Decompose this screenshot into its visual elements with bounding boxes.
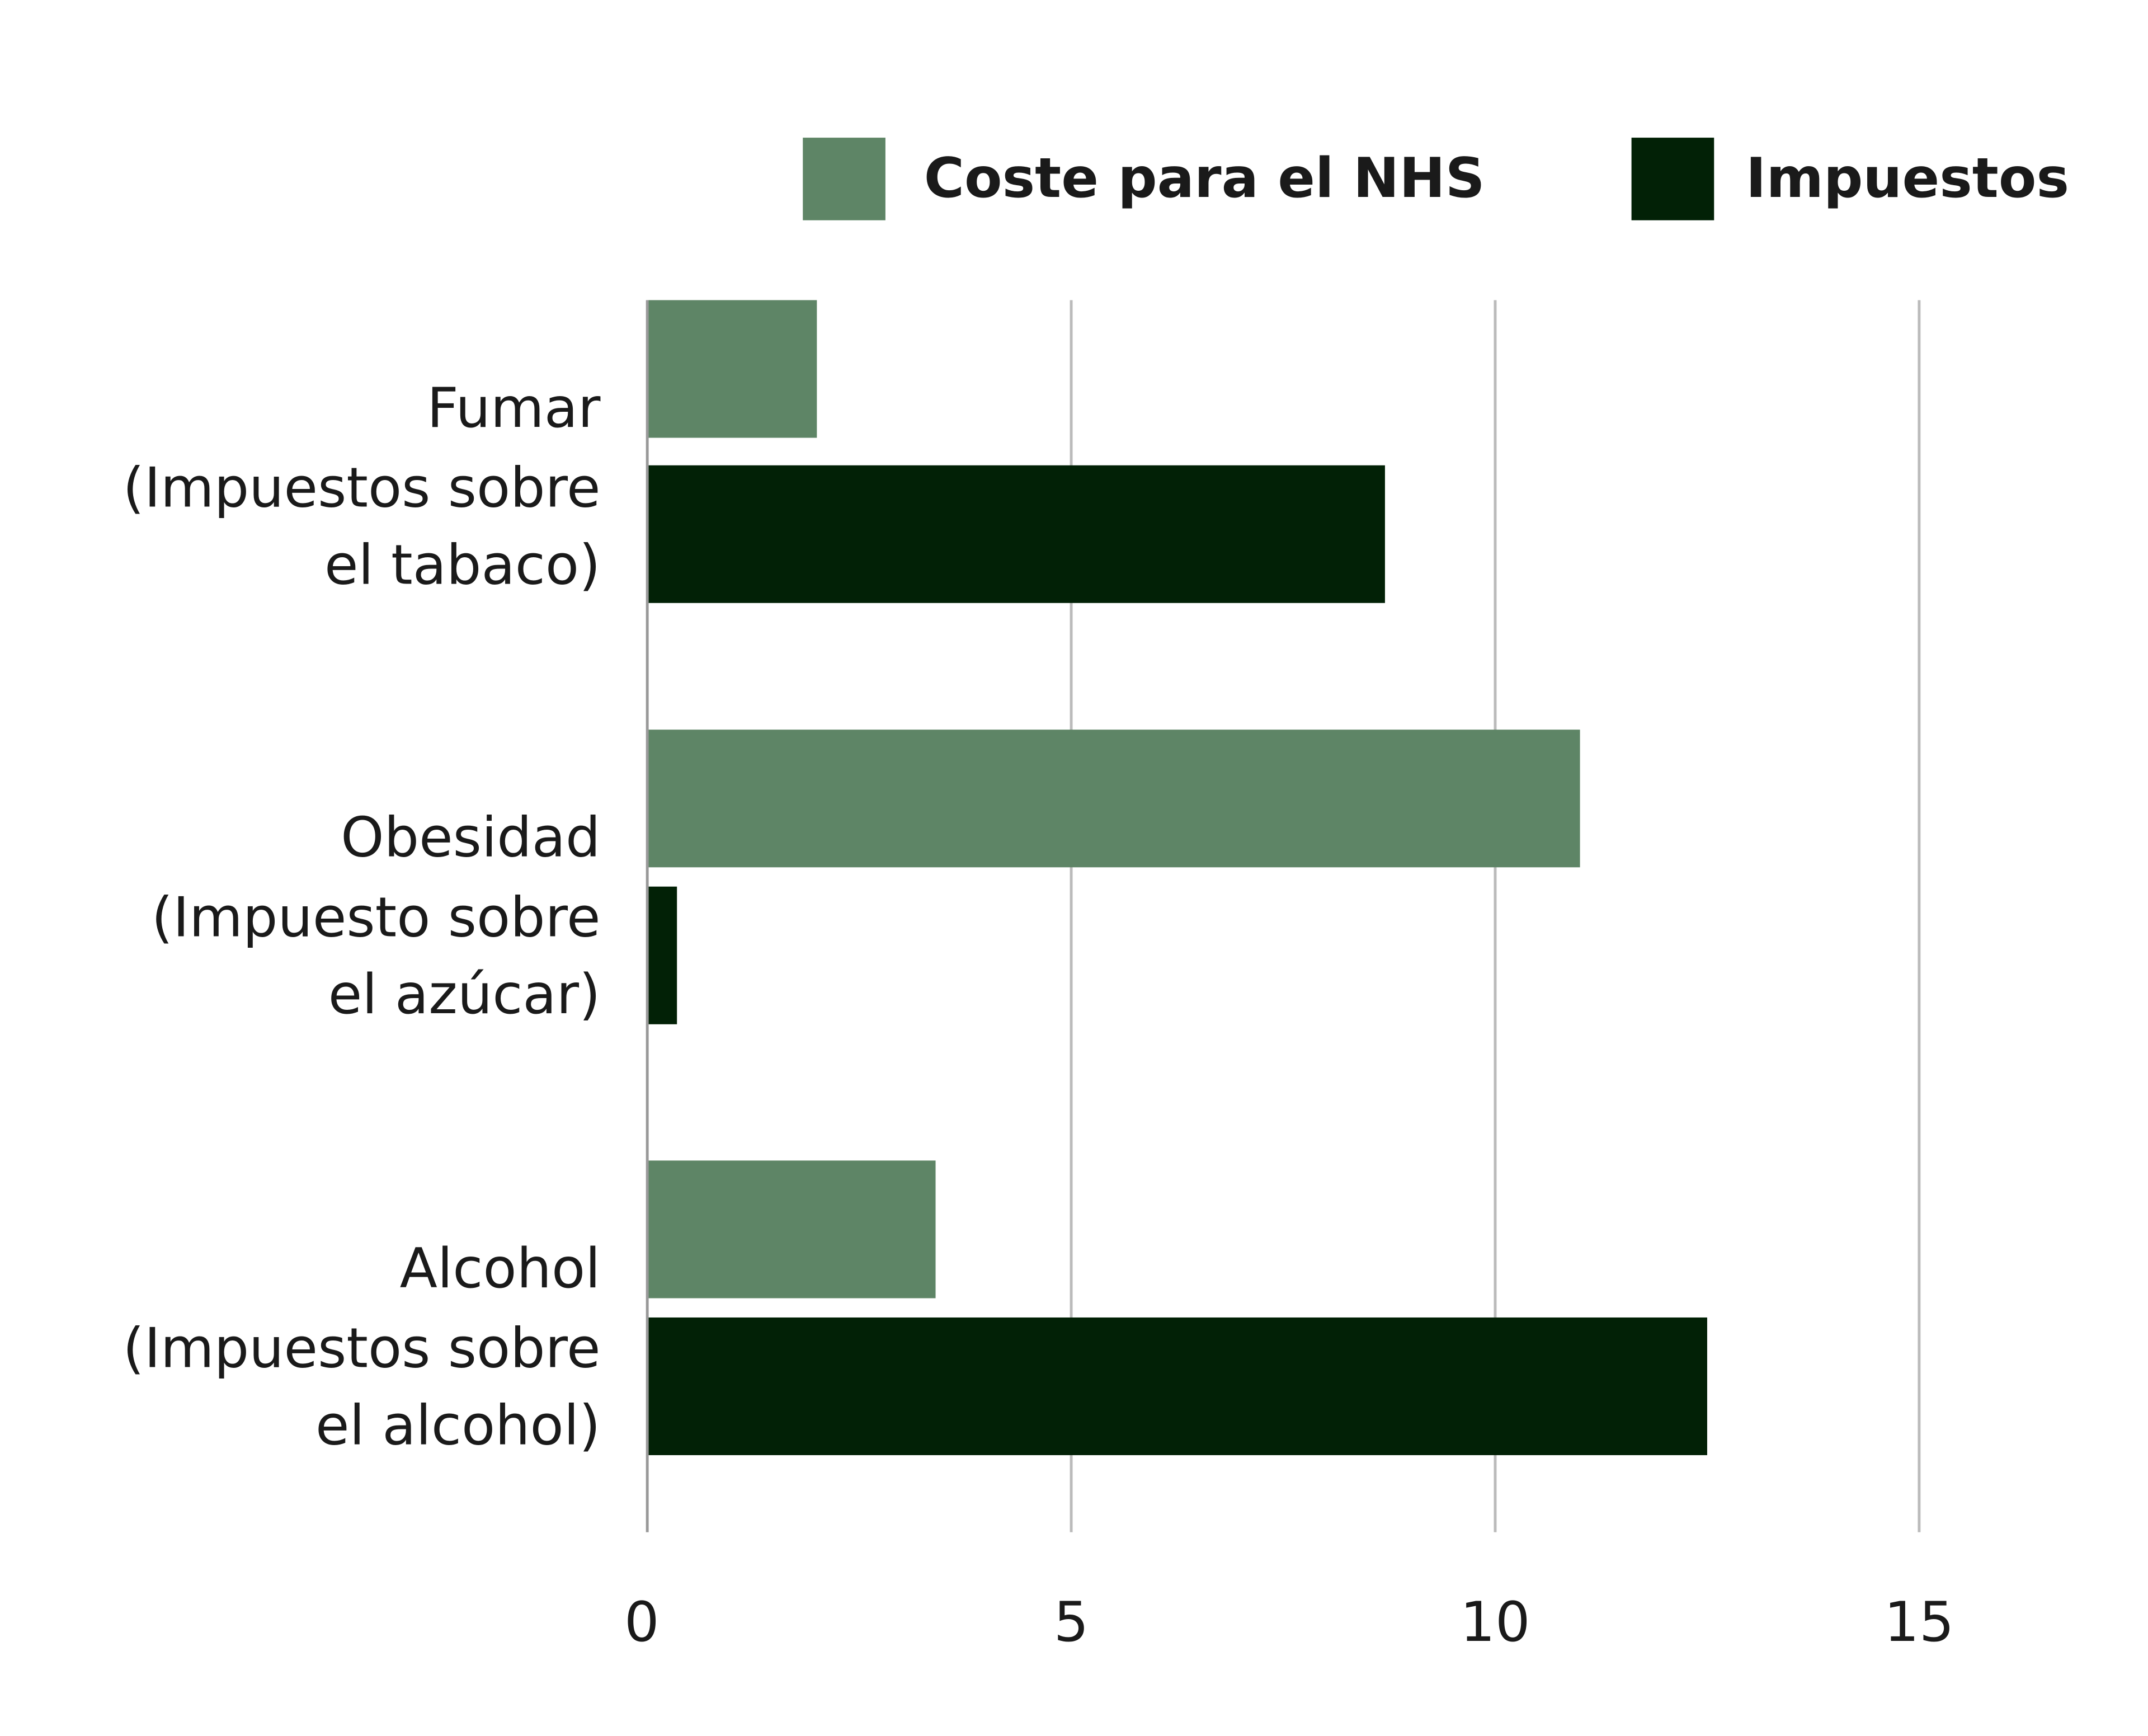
bar-coste-nhs-0 xyxy=(647,300,817,438)
legend: Coste para el NHS Impuestos xyxy=(803,138,2069,220)
category-label: (Impuesto sobre xyxy=(152,886,601,949)
bars xyxy=(647,300,1707,1456)
category-label: Obesidad xyxy=(341,806,600,870)
category-labels: Fumar (Impuestos sobre el tabaco) Obesidad (… xyxy=(123,377,601,1457)
category-label: el azúcar) xyxy=(328,963,601,1027)
category-label: (Impuestos sobre xyxy=(123,457,600,520)
category-label: (Impuestos sobre xyxy=(123,1317,600,1381)
bar-coste-nhs-2 xyxy=(647,1160,936,1299)
legend-swatch xyxy=(803,138,885,220)
x-tick-label: 10 xyxy=(1460,1591,1530,1654)
legend-swatch xyxy=(1631,138,1714,220)
legend-label: Coste para el NHS xyxy=(924,147,1485,210)
bar-impuestos-0 xyxy=(647,465,1385,603)
category-label: Fumar xyxy=(427,377,601,440)
x-tick-label: 15 xyxy=(1884,1591,1954,1654)
category-label: el tabaco) xyxy=(324,533,601,597)
bar-impuestos-2 xyxy=(647,1317,1707,1456)
x-tick-labels: 0 5 10 15 xyxy=(624,1591,1954,1654)
x-tick-label: 0 xyxy=(624,1591,660,1654)
category-label: el alcohol) xyxy=(315,1394,600,1457)
category-label: Alcohol xyxy=(400,1237,601,1301)
bar-impuestos-1 xyxy=(647,886,677,1024)
x-tick-label: 5 xyxy=(1054,1591,1089,1654)
bar-coste-nhs-1 xyxy=(647,730,1580,868)
legend-label: Impuestos xyxy=(1746,147,2069,210)
